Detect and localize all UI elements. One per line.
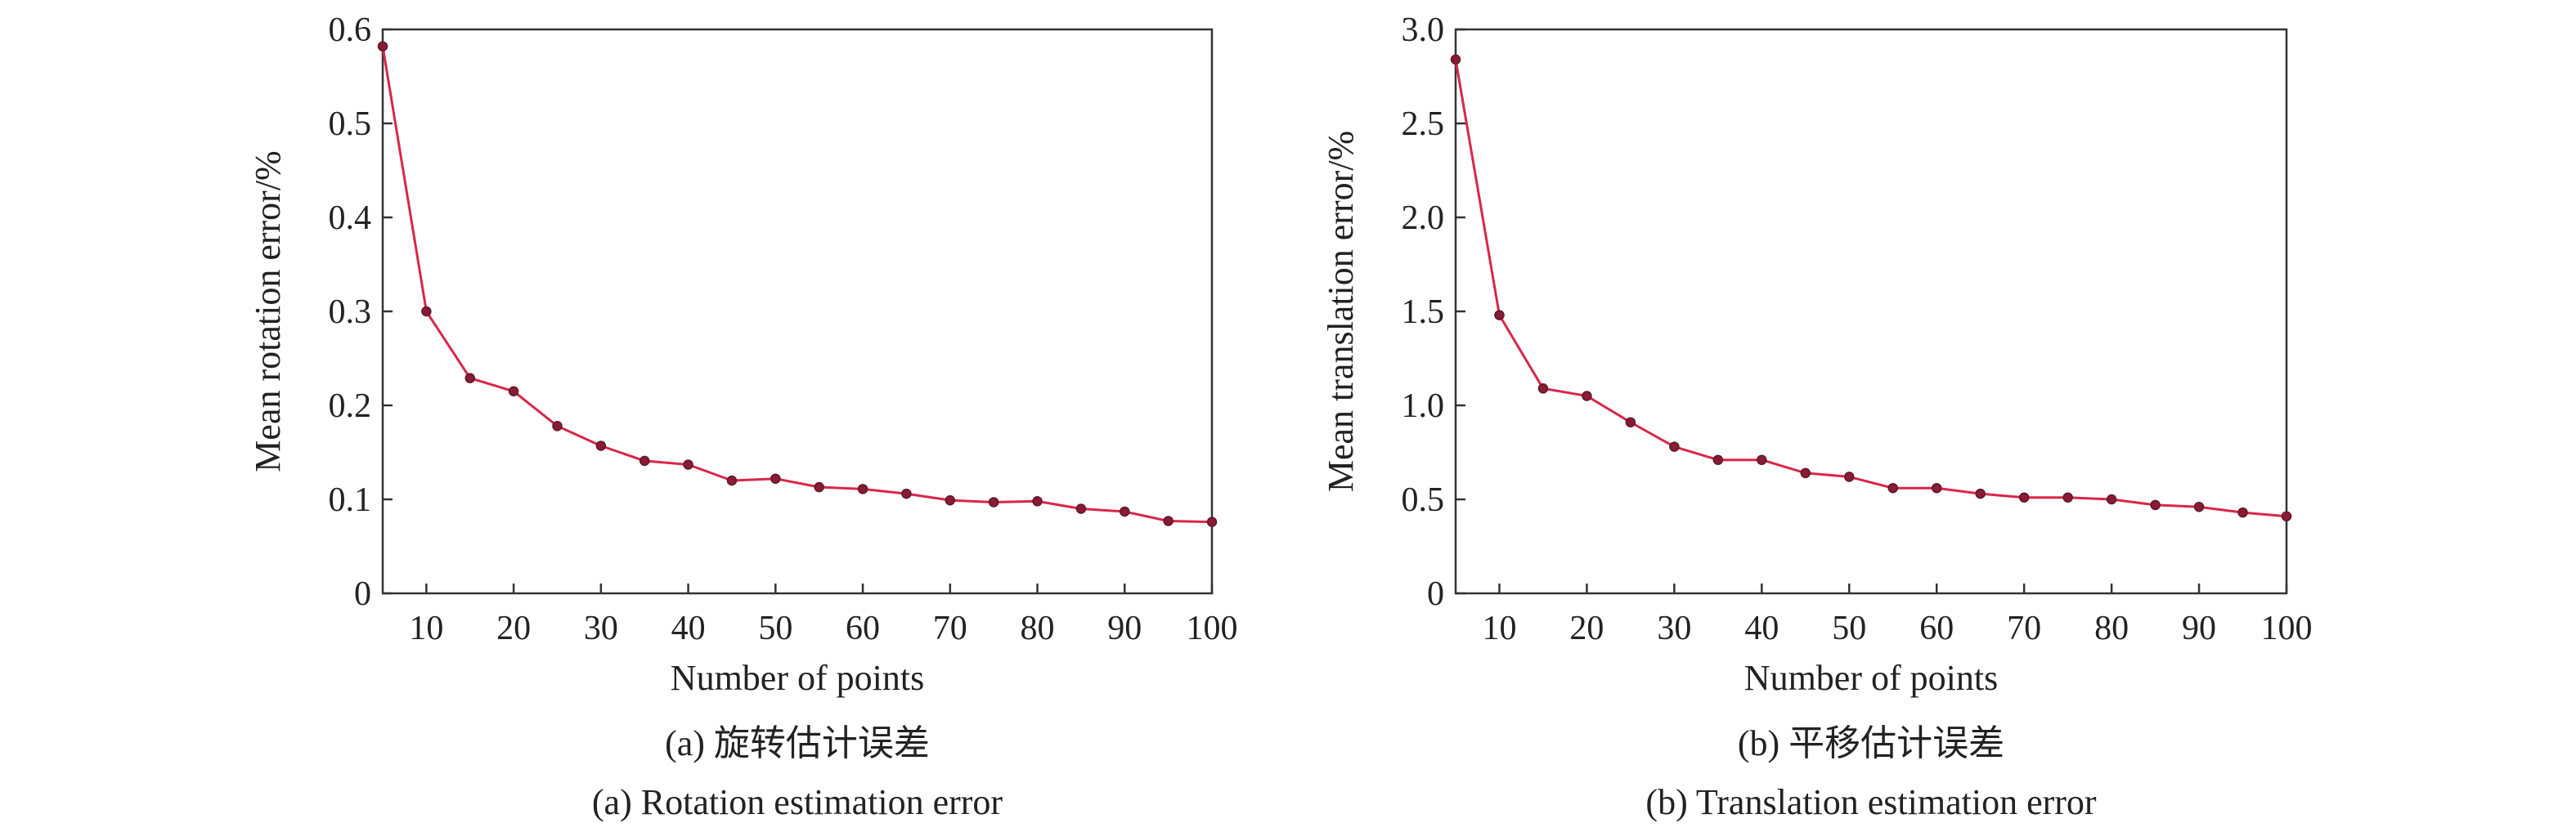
data-point bbox=[1712, 454, 1724, 465]
data-point bbox=[1450, 54, 1461, 65]
x-tick-label: 10 bbox=[1482, 610, 1516, 647]
data-point bbox=[770, 473, 781, 484]
data-point bbox=[421, 306, 432, 317]
y-tick-label: 1.5 bbox=[1402, 293, 1445, 331]
y-tick-label: 2.5 bbox=[1402, 105, 1445, 143]
y-tick-label: 2.0 bbox=[1402, 199, 1445, 237]
y-tick-label: 0.5 bbox=[1402, 481, 1445, 519]
y-tick-label: 0.4 bbox=[329, 199, 372, 237]
x-tick-label: 90 bbox=[2182, 610, 2216, 647]
y-tick-label: 1.0 bbox=[1402, 387, 1445, 425]
caption-cn: (a) 旋转估计误差 bbox=[665, 723, 930, 763]
x-tick-label: 70 bbox=[2007, 610, 2041, 647]
y-axis-title: Mean translation error/% bbox=[1321, 131, 1361, 492]
data-point bbox=[1887, 482, 1898, 494]
data-point bbox=[2062, 492, 2073, 503]
x-tick-label: 30 bbox=[1657, 610, 1691, 647]
data-point bbox=[464, 373, 475, 383]
y-tick-label: 0.3 bbox=[329, 293, 372, 331]
data-point bbox=[857, 484, 868, 494]
y-tick-label: 3.0 bbox=[1402, 11, 1445, 49]
data-point bbox=[2281, 511, 2292, 521]
caption-en: (a) Rotation estimation error bbox=[592, 782, 1003, 822]
plot-area bbox=[381, 28, 1214, 595]
data-point bbox=[595, 441, 607, 451]
data-point bbox=[639, 455, 650, 467]
data-point bbox=[945, 494, 956, 506]
x-tick-label: 90 bbox=[1107, 610, 1142, 647]
data-point bbox=[1206, 517, 1218, 527]
data-point bbox=[1844, 472, 1855, 482]
x-tick-label: 50 bbox=[1832, 610, 1866, 647]
y-tick-label: 0.5 bbox=[329, 105, 372, 143]
data-point bbox=[1625, 417, 1636, 427]
data-point bbox=[2018, 492, 2030, 503]
x-tick-label: 40 bbox=[1744, 610, 1779, 647]
data-point bbox=[1931, 482, 1942, 494]
x-tick-label: 50 bbox=[758, 610, 792, 647]
data-point bbox=[683, 459, 693, 470]
data-point bbox=[988, 497, 999, 508]
data-point bbox=[1075, 503, 1087, 514]
x-tick-label: 60 bbox=[1919, 610, 1954, 647]
x-tick-label: 20 bbox=[496, 610, 531, 647]
data-point bbox=[2193, 501, 2205, 512]
data-point bbox=[1120, 506, 1130, 517]
data-point bbox=[2237, 507, 2248, 518]
x-tick-label: 100 bbox=[1187, 610, 1238, 647]
data-point bbox=[814, 481, 824, 493]
chart-panel-translation: 0 0.5 1.0 1.5 2.0 2.5 3.0 10 20 30 40 50 60 70 80 90 100… bbox=[1321, 11, 2313, 822]
data-point bbox=[1032, 496, 1043, 507]
caption-cn: (b) 平移估计误差 bbox=[1738, 723, 2004, 763]
x-tick-label: 30 bbox=[584, 610, 618, 647]
data-point bbox=[726, 475, 738, 486]
x-tick-label: 20 bbox=[1569, 610, 1604, 647]
data-point bbox=[1800, 467, 1811, 479]
data-point bbox=[2150, 499, 2161, 511]
data-point bbox=[1669, 441, 1680, 452]
series-line bbox=[1454, 59, 2287, 518]
data-point bbox=[1757, 454, 1767, 465]
data-point bbox=[1975, 488, 1986, 499]
data-point bbox=[2106, 494, 2117, 505]
y-tick-label: 0 bbox=[354, 575, 371, 613]
data-point bbox=[508, 386, 519, 396]
x-tick-label: 100 bbox=[2261, 610, 2313, 647]
y-tick-label: 0.2 bbox=[329, 387, 372, 425]
y-tick-label: 0 bbox=[1427, 575, 1444, 613]
y-tick-label: 0.6 bbox=[329, 11, 372, 49]
plot-area bbox=[1454, 28, 2288, 595]
x-axis-title: Number of points bbox=[671, 658, 924, 698]
y-tick-label: 0.1 bbox=[329, 481, 372, 519]
x-axis-title: Number of points bbox=[1744, 658, 1998, 698]
series-line bbox=[381, 46, 1213, 524]
chart-panel-rotation: 0 0.1 0.2 0.3 0.4 0.5 0.6 10 20 30 40 50 60 70 80 90 100… bbox=[248, 11, 1238, 822]
data-point bbox=[377, 41, 388, 51]
data-point bbox=[1537, 383, 1549, 394]
x-tick-label: 80 bbox=[2094, 610, 2129, 647]
x-tick-label: 40 bbox=[671, 610, 706, 647]
x-tick-label: 10 bbox=[409, 610, 443, 647]
caption-en: (b) Translation estimation error bbox=[1645, 782, 2096, 822]
data-point bbox=[1163, 516, 1174, 526]
x-tick-label: 70 bbox=[933, 610, 967, 647]
data-point bbox=[901, 488, 912, 499]
data-point bbox=[1582, 391, 1592, 401]
data-point bbox=[552, 421, 563, 432]
x-tick-label: 80 bbox=[1021, 610, 1055, 647]
data-point bbox=[1494, 310, 1505, 320]
y-axis-title: Mean rotation error/% bbox=[248, 150, 288, 472]
x-tick-label: 60 bbox=[846, 610, 880, 647]
